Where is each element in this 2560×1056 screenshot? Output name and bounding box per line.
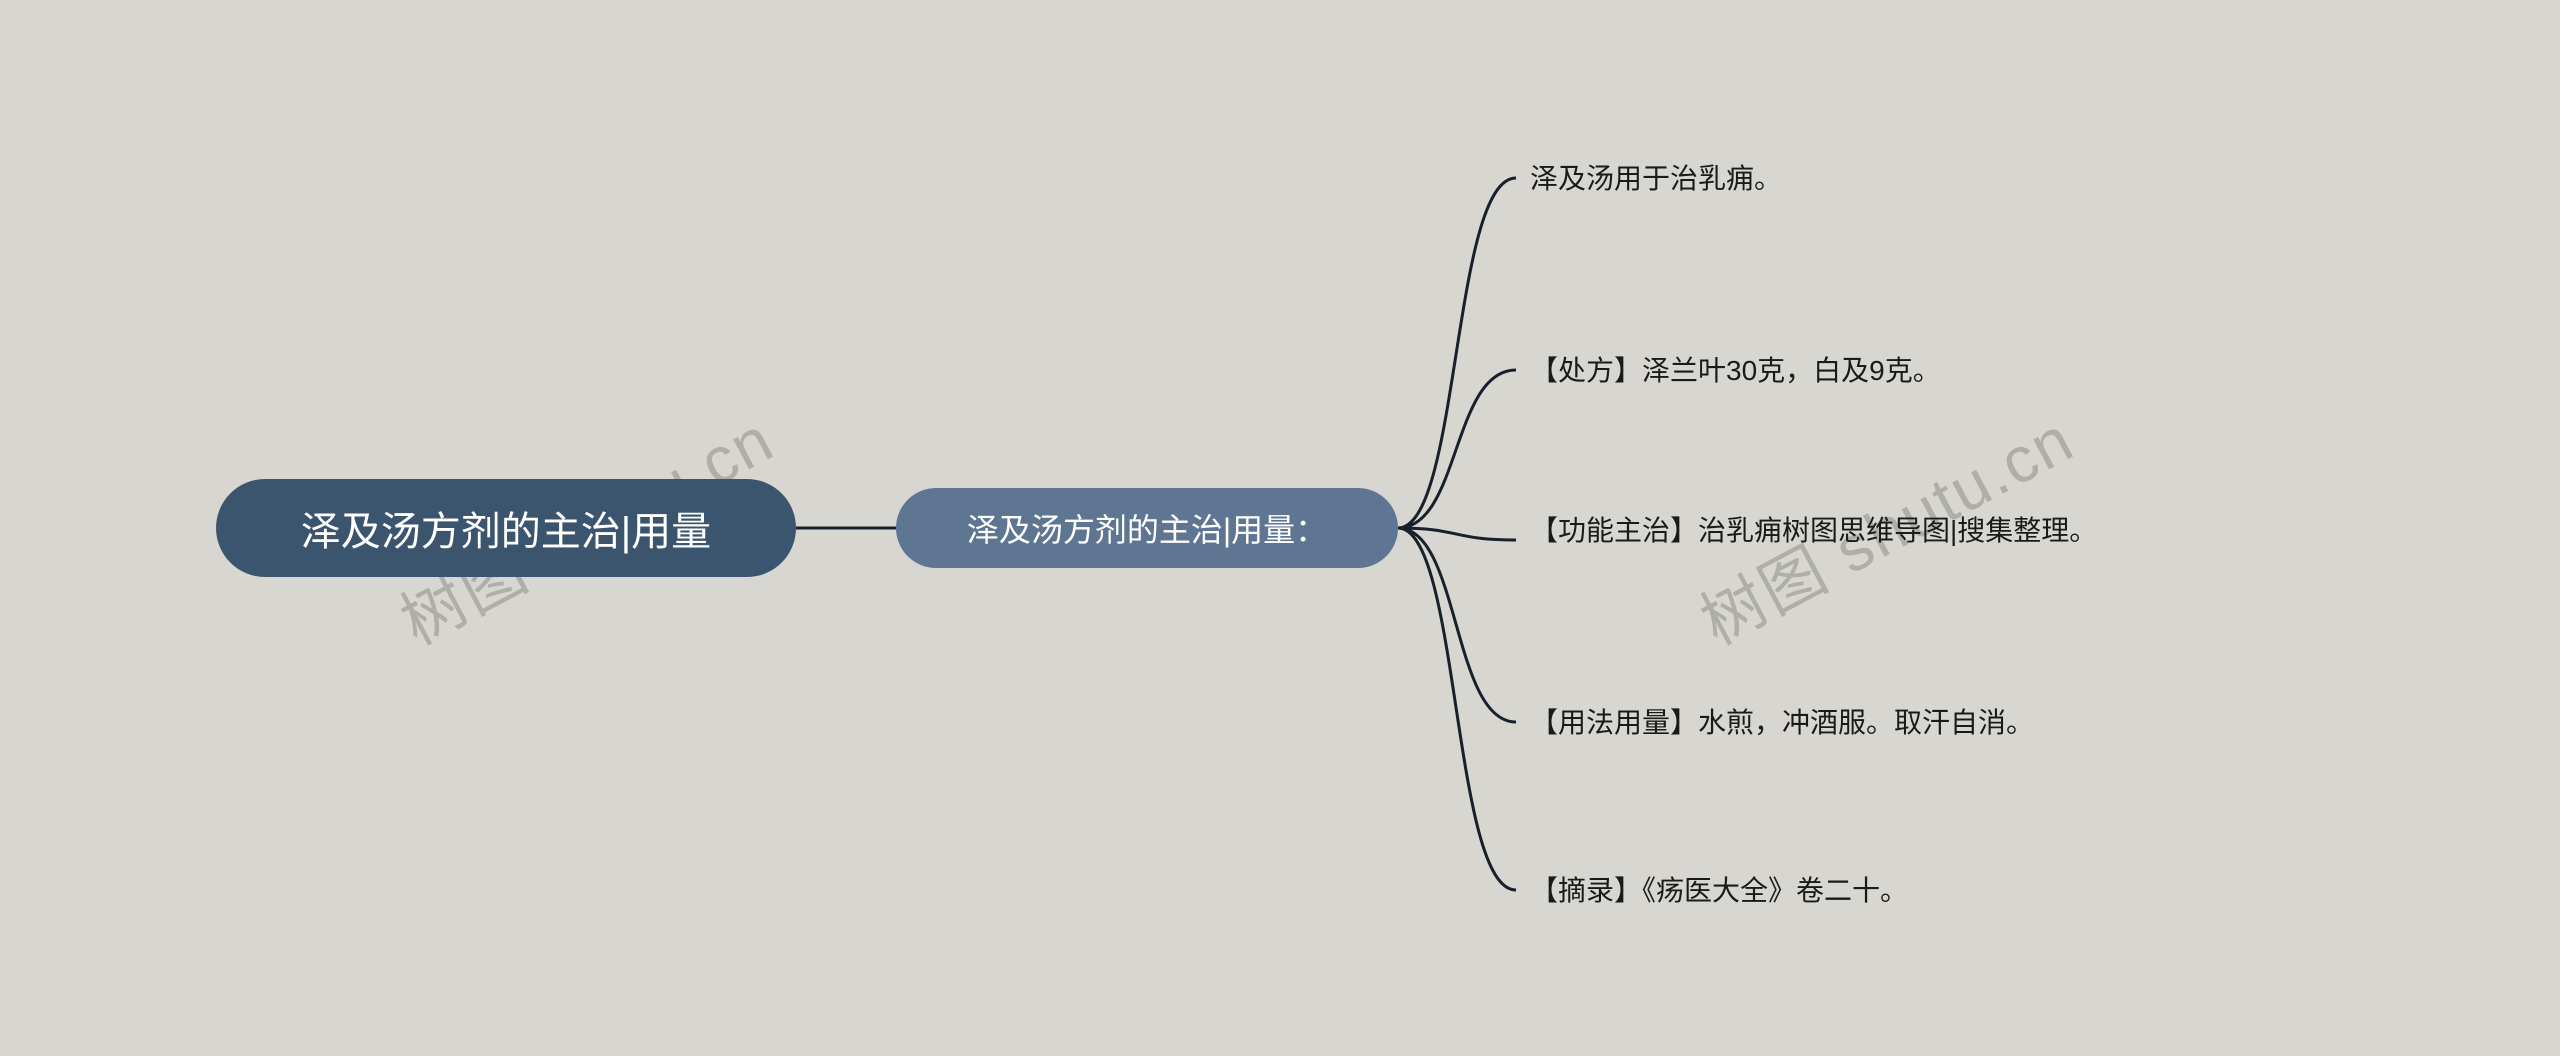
mindmap-canvas: 树图 shutu.cn 树图 shutu.cn 泽及汤方剂的主治|用量 泽及汤方… — [0, 0, 2560, 1056]
leaf-label: 【处方】泽兰叶30克，白及9克。 — [1530, 355, 1941, 386]
leaf-label: 【用法用量】水煎，冲酒服。取汗自消。 — [1530, 707, 2034, 738]
leaf-node[interactable]: 【处方】泽兰叶30克，白及9克。 — [1530, 350, 1941, 392]
root-label: 泽及汤方剂的主治|用量 — [301, 499, 711, 557]
leaf-node[interactable]: 【用法用量】水煎，冲酒服。取汗自消。 — [1530, 702, 2034, 744]
leaf-node[interactable]: 泽及汤用于治乳痈。 — [1530, 158, 1782, 200]
sub-node[interactable]: 泽及汤方剂的主治|用量： — [896, 488, 1398, 568]
leaf-label: 【功能主治】治乳痈树图思维导图|搜集整理。 — [1530, 515, 2097, 546]
leaf-node[interactable]: 【摘录】《疡医大全》卷二十。 — [1530, 870, 1908, 912]
leaf-label: 【摘录】《疡医大全》卷二十。 — [1530, 875, 1908, 906]
sub-label: 泽及汤方剂的主治|用量： — [967, 505, 1327, 551]
leaf-node[interactable]: 【功能主治】治乳痈树图思维导图|搜集整理。 — [1530, 510, 2097, 552]
leaf-label: 泽及汤用于治乳痈。 — [1530, 163, 1782, 194]
root-node[interactable]: 泽及汤方剂的主治|用量 — [216, 479, 796, 577]
